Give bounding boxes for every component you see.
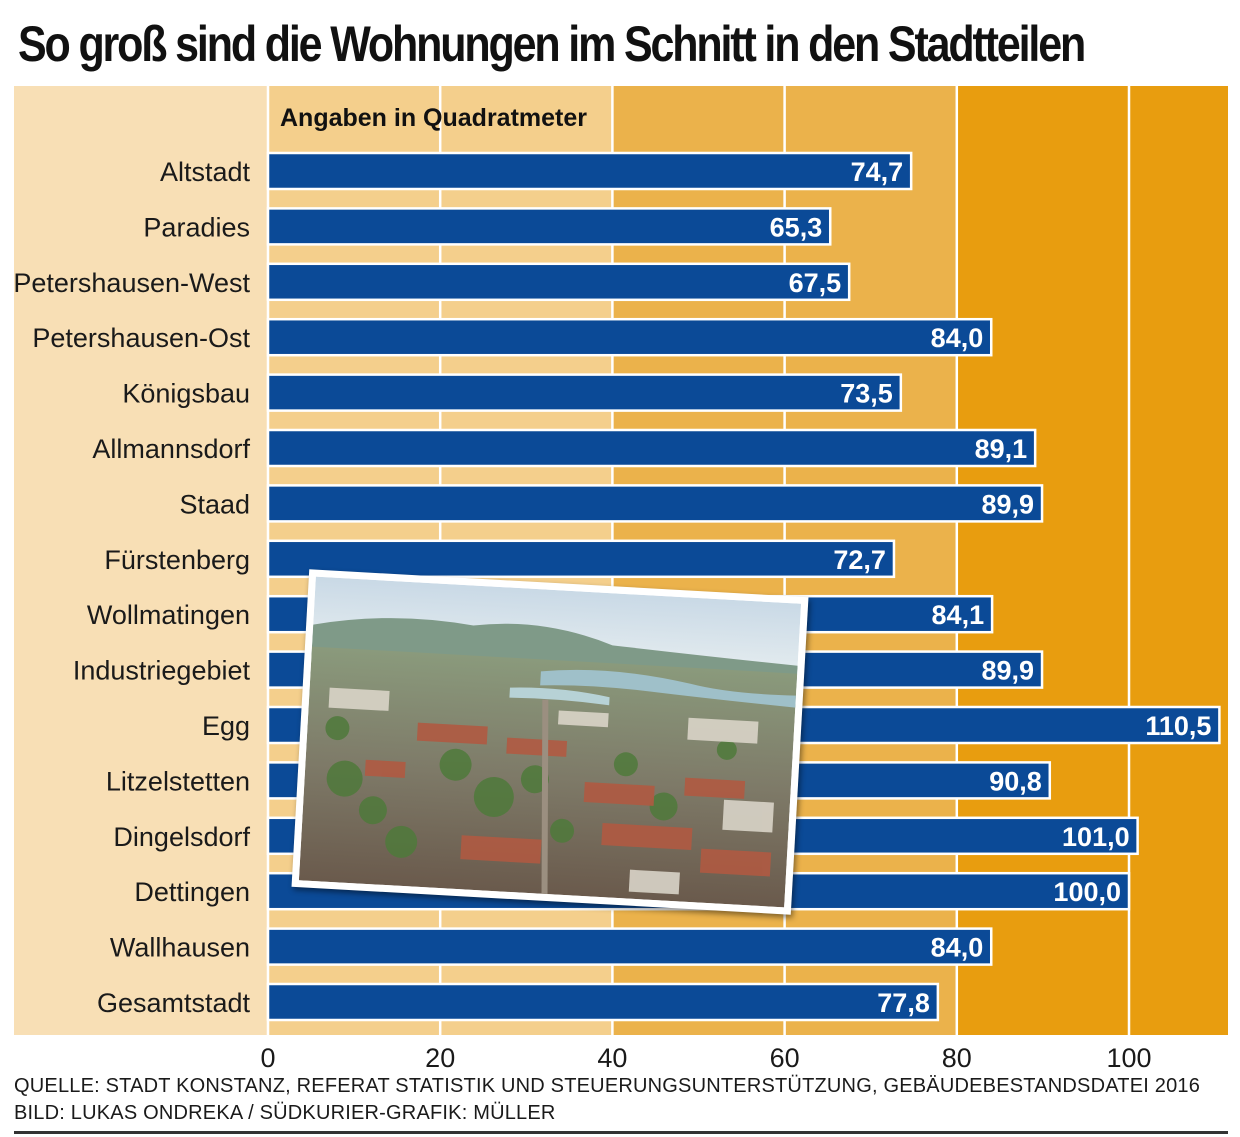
value-label: 67,5 — [789, 268, 842, 298]
bar-königsbau — [266, 373, 903, 412]
x-tick-label: 20 — [425, 1043, 455, 1073]
category-label: Wallhausen — [110, 933, 250, 963]
value-label: 72,7 — [833, 545, 886, 575]
chart-subtitle: Angaben in Quadratmeter — [280, 104, 587, 132]
category-label: Fürstenberg — [104, 545, 250, 575]
value-label: 65,3 — [770, 212, 823, 242]
category-label: Königsbau — [122, 379, 250, 409]
chart-title: So groß sind die Wohnungen im Schnitt in… — [18, 16, 1086, 72]
image-credit: BILD: LUKAS ONDREKA / SÜDKURIER-GRAFIK: … — [14, 1102, 556, 1124]
value-label: 84,0 — [931, 933, 984, 963]
value-label: 74,7 — [851, 157, 904, 187]
category-label: Gesamtstadt — [97, 988, 251, 1018]
value-labels: 74,7 65,3 67,5 84,0 73,5 89,1 89,9 72,7 84,1 89,9… — [770, 157, 1212, 1018]
band-label-area — [14, 86, 268, 1035]
bar-paradies — [266, 207, 832, 246]
value-label: 110,5 — [1145, 711, 1211, 741]
x-tick-label: 100 — [1106, 1043, 1151, 1073]
category-labels: Altstadt Paradies Petershausen-West Petersh… — [13, 157, 250, 1018]
category-label: Petershausen-Ost — [32, 323, 250, 353]
aerial-city-photo — [291, 569, 809, 915]
value-label: 89,1 — [975, 434, 1028, 464]
bar-petershausen-west — [266, 262, 851, 302]
x-tick-label: 80 — [942, 1043, 972, 1073]
category-label: Staad — [179, 489, 250, 519]
category-label: Egg — [202, 711, 250, 741]
category-label: Industriegebiet — [73, 656, 251, 686]
bar-chart: Angaben in Quadratmeter Altstadt Paradies… — [13, 86, 1228, 1073]
bottom-rule — [14, 1131, 1228, 1134]
value-label: 77,8 — [877, 988, 930, 1018]
category-label: Paradies — [143, 212, 250, 242]
value-label: 90,8 — [989, 766, 1042, 796]
aerial-photo-illustration — [298, 576, 802, 908]
bar-altstadt — [266, 151, 913, 191]
value-label: 101,0 — [1062, 822, 1130, 852]
value-label: 100,0 — [1053, 877, 1121, 907]
category-label: Petershausen-West — [13, 268, 250, 298]
value-label: 73,5 — [840, 379, 893, 409]
category-label: Dettingen — [134, 877, 250, 907]
x-axis-ticks: 0 20 40 60 80 100 — [260, 1043, 1151, 1073]
value-label: 84,0 — [931, 323, 984, 353]
bar-fürstenberg — [266, 539, 896, 579]
bar-gesamtstadt — [266, 982, 940, 1022]
bar-staad — [266, 484, 1044, 523]
bar-petershausen-ost — [266, 317, 993, 357]
x-tick-label: 60 — [770, 1043, 800, 1073]
bar-wallhausen — [266, 927, 993, 966]
category-label: Dingelsdorf — [113, 822, 250, 852]
value-label: 84,1 — [932, 600, 985, 630]
category-label: Wollmatingen — [87, 600, 250, 630]
source-credit: QUELLE: STADT KONSTANZ, REFERAT STATISTI… — [14, 1075, 1201, 1097]
category-label: Altstadt — [160, 157, 251, 187]
x-tick-label: 0 — [260, 1043, 275, 1073]
value-label: 89,9 — [981, 489, 1034, 519]
value-label: 89,9 — [981, 656, 1034, 686]
x-tick-label: 40 — [597, 1043, 627, 1073]
bar-allmannsdorf — [266, 428, 1037, 468]
category-label: Litzelstetten — [106, 766, 250, 796]
category-label: Allmannsdorf — [92, 434, 250, 464]
